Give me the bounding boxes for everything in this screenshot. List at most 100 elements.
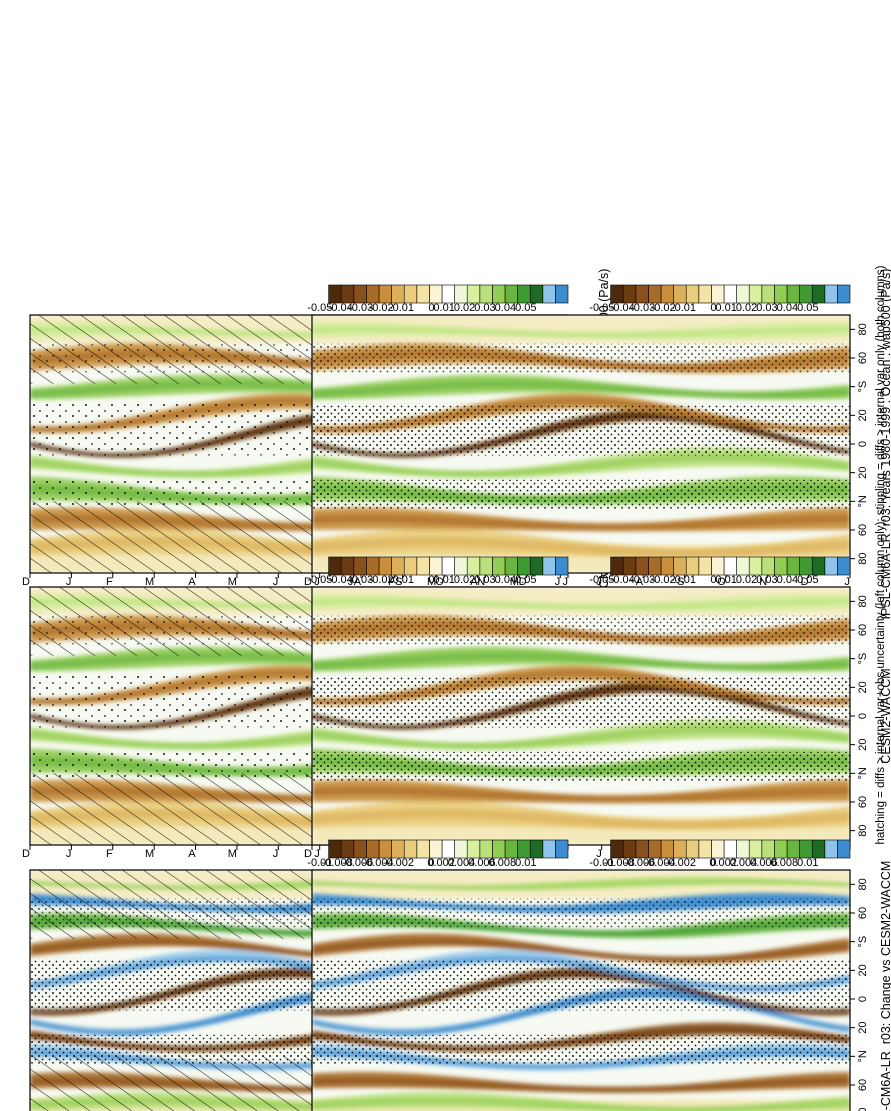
lat-tick-label: °S [857,381,869,393]
colorbar: 0.010.0080.0060.0040.0020-0.002-0.004-0.… [589,839,851,869]
colorbar-label: 0.04 [777,302,798,314]
colorbar-label: 0.006 [468,857,496,869]
colorbar-swatch [748,839,763,859]
colorbar-swatch [837,556,851,576]
colorbar-swatch [698,284,712,304]
colorbar-label: 0.05 [515,574,536,586]
colorbar-swatch [610,839,624,859]
colorbar: 0.050.040.030.020.010-0.01-0.02-0.03-0.0… [589,284,851,314]
colorbar-swatch [391,284,405,304]
month-tick-label: J [563,576,569,588]
colorbar-label: 0.01 [515,857,536,869]
colorbar: 0.050.040.030.020.010-0.01-0.02-0.03-0.0… [307,284,569,314]
colorbar-swatch [454,556,468,576]
colorbar-swatch [340,556,355,576]
colorbar-label: -0.02 [651,574,676,586]
month-tick-label: D [801,576,809,588]
colorbar-swatch [328,284,342,304]
colorbar-swatch [736,556,750,576]
colorbar-swatch [685,556,700,576]
colorbar-swatch [555,556,569,576]
month-tick-label: D [22,576,30,588]
month-tick-label: N [477,576,485,588]
month-tick-label: M [228,848,237,860]
colorbar-swatch [454,839,468,859]
colorbar-label: -0.05 [307,574,332,586]
colorbar-swatch [786,556,800,576]
colorbar-swatch [622,556,637,576]
panel-cesm2-waccm: 8060°N20020°S6080DJFMAMJJASONDJCESM2-WAC… [304,556,891,860]
colorbar-label: -0.006 [342,857,373,869]
colorbar-swatch [837,839,851,859]
colorbar-label: 0 [710,302,716,314]
colorbar-swatch [429,556,443,576]
colorbar-label: -0.008 [322,857,353,869]
colorbar: 0.010.0080.0060.0040.0020-0.002-0.004-0.… [307,839,569,869]
colorbar-label: 0.006 [750,857,778,869]
colorbar-swatch [774,556,788,576]
month-tick-label: A [188,576,196,588]
colorbar-swatch [555,839,569,859]
colorbar-label: -0.04 [328,574,353,586]
colorbar-swatch [416,839,430,859]
colorbar-swatch [466,284,481,304]
colorbar-swatch [811,284,826,304]
month-tick-label: O [435,576,444,588]
colorbar-swatch [454,284,468,304]
colorbar-label: -0.01 [671,574,696,586]
colorbar-label: 0.008 [489,857,517,869]
lat-tick-label: 60 [857,1079,869,1091]
colorbar-swatch [529,839,544,859]
panel-title: IPSL-CM6A-LR_r03: Years 1980-1999 : Ocea… [879,269,891,620]
colorbar-swatch [761,839,775,859]
colorbar-label: 0.01 [433,302,454,314]
month-tick-label: J [66,848,72,860]
colorbar-label: -0.01 [671,302,696,314]
month-tick-label: J [845,576,851,588]
colorbar-swatch [378,284,392,304]
colorbar-swatch [504,284,518,304]
month-tick-label: D [304,848,312,860]
month-tick-label: N [759,576,767,588]
month-tick-label: J [348,576,354,588]
colorbar-label: -0.008 [604,857,635,869]
lat-tick-label: 80 [857,825,869,837]
colorbar-swatch [378,556,392,576]
colorbar-label: 0.04 [495,302,516,314]
colorbar-swatch [774,839,788,859]
colorbar-swatch [403,556,418,576]
colorbar-label: 0.05 [797,302,818,314]
month-tick-label: M [145,848,154,860]
month-tick-label: A [188,848,196,860]
lat-tick-label: 60 [857,796,869,808]
colorbar-swatch [353,284,367,304]
lat-tick-label: °S [857,936,869,948]
colorbar-label: -0.01 [389,302,414,314]
colorbar-swatch [378,839,392,859]
colorbar-swatch [517,284,531,304]
month-tick-label: J [66,576,72,588]
colorbar-label: -0.04 [610,302,635,314]
month-tick-label: A [354,576,362,588]
colorbar-label: 0.05 [797,574,818,586]
colorbar-label: 0 [428,574,434,586]
month-tick-label: A [470,576,478,588]
colorbar-label: -0.004 [644,857,675,869]
month-tick-label: J [555,576,561,588]
colorbar-label: 0.03 [474,574,495,586]
colorbar-label: 0.04 [495,574,516,586]
colorbar-label: 0.01 [797,857,818,869]
colorbar-swatch [366,556,380,576]
colorbar-swatch [622,284,637,304]
colorbar-swatch [529,556,544,576]
lat-tick-label: 0 [857,441,869,447]
colorbar-swatch [648,839,662,859]
colorbar-label: -0.03 [348,574,373,586]
colorbar-swatch [837,284,851,304]
colorbar-swatch [441,556,455,576]
month-tick-label: F [106,848,113,860]
colorbar-swatch [673,284,687,304]
colorbar-swatch [403,284,418,304]
colorbar: 0.050.040.030.020.010-0.01-0.02-0.03-0.0… [589,556,851,586]
